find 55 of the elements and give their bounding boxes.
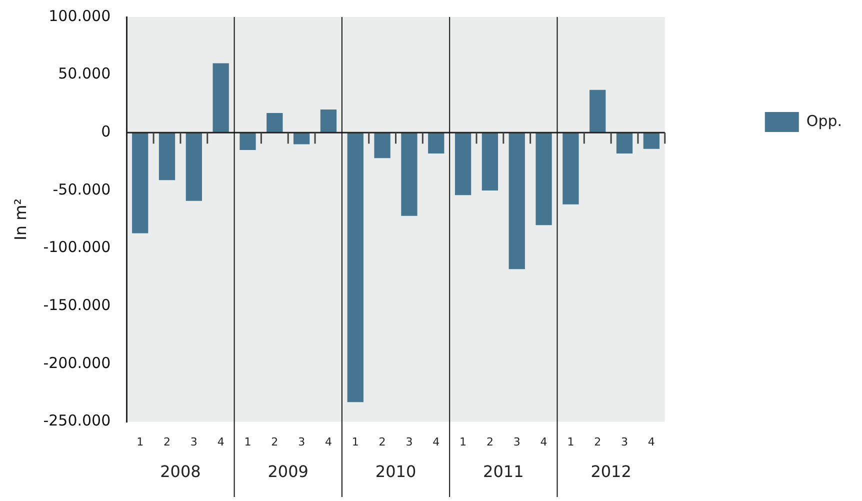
bar [590, 90, 606, 133]
y-tick-label: 50.000 [58, 64, 111, 83]
bar [536, 132, 552, 226]
text: 2008 [160, 462, 201, 481]
x-tick-label: 1 [244, 435, 252, 448]
bar [186, 132, 202, 201]
x-tick-label: 2 [594, 435, 602, 448]
bar [240, 132, 256, 150]
bar [266, 112, 283, 133]
bar [401, 132, 418, 216]
bar [562, 132, 579, 204]
text: 2012 [590, 462, 632, 481]
x-tick-label: 1 [352, 435, 359, 448]
bar [132, 132, 148, 234]
y-axis-title: In m² [10, 198, 30, 240]
y-tick-label: 100.000 [48, 6, 111, 25]
x-tick-label: 2 [164, 435, 171, 448]
x-tick-label: 2 [486, 435, 494, 448]
bar [347, 132, 364, 402]
x-tick-label: 3 [190, 435, 198, 448]
bar [428, 132, 444, 154]
bar [212, 63, 229, 133]
x-tick-label: 2 [271, 435, 278, 448]
x-tick-label: 4 [432, 435, 440, 448]
legend-label: Opp. [806, 112, 842, 130]
y-tick-label: 0 [101, 122, 111, 141]
bar [508, 132, 525, 270]
text: 2010 [375, 462, 416, 481]
y-tick-label: -200.000 [43, 354, 111, 372]
x-tick-label: 1 [460, 435, 467, 448]
x-tick-label: 4 [540, 435, 548, 448]
bar [643, 132, 660, 149]
x-tick-label: 3 [406, 435, 413, 448]
y-tick-label: -100.000 [43, 238, 111, 256]
x-tick-label: 1 [136, 435, 144, 448]
bar [158, 132, 176, 180]
text: 2011 [483, 462, 524, 481]
bar [320, 110, 337, 133]
x-tick-label: 4 [648, 435, 655, 448]
x-tick-label: 1 [567, 435, 574, 448]
bar [482, 132, 498, 190]
y-tick-label: -150.000 [43, 296, 111, 314]
bar [293, 132, 310, 144]
bar [616, 132, 633, 154]
bar [454, 132, 472, 196]
x-tick-label: 2 [378, 435, 386, 448]
x-tick-label: 4 [324, 435, 332, 448]
y-tick-label: -50.000 [52, 180, 111, 198]
x-tick-label: 4 [217, 435, 224, 448]
x-tick-label: 3 [298, 435, 306, 448]
bar [374, 132, 390, 158]
x-tick-label: 3 [621, 435, 628, 448]
x-tick-label: 3 [513, 435, 520, 448]
text: 2009 [268, 462, 308, 481]
y-tick-label: -250.000 [43, 412, 111, 430]
